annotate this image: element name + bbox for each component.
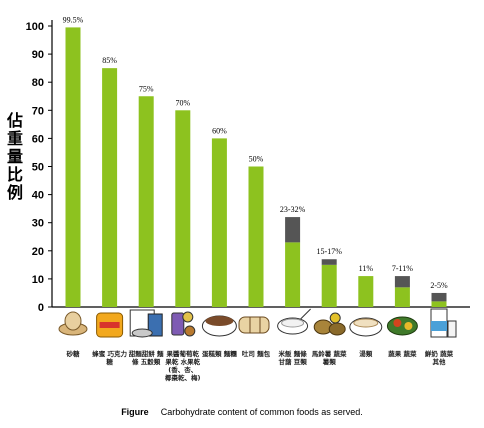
honey-icon [96, 312, 124, 338]
rice-icon [277, 308, 311, 335]
data-label-2: 85% [102, 56, 117, 65]
sugar-icon [58, 311, 88, 336]
category-label-2: 蜂蜜 巧克力糖 [92, 350, 127, 366]
bar-7 [285, 242, 301, 307]
bar-9 [358, 276, 374, 307]
bar-range-11 [431, 292, 447, 302]
bar-range-10 [394, 276, 410, 288]
category-label-6: 吐司 麵包 [241, 350, 271, 358]
category-label-3: 甜麵甜餅 麵條 五穀類 [128, 350, 164, 366]
data-label-6: 50% [249, 155, 264, 164]
figure-caption: Figure Carbohydrate content of common foo… [0, 407, 484, 417]
cake-icon [201, 315, 237, 337]
y-tick-label: 100 [26, 21, 44, 33]
data-label-4: 70% [175, 98, 190, 107]
y-tick-label: 0 [38, 302, 44, 314]
y-tick-label: 80 [32, 77, 44, 89]
y-tick-label: 60 [32, 133, 44, 145]
bar-range-8 [321, 259, 337, 265]
data-label-8: 15-17% [317, 247, 343, 256]
category-label-1: 砂糖 [66, 350, 80, 358]
soup-icon [349, 317, 383, 337]
data-label-5: 60% [212, 126, 227, 135]
bar-3 [138, 96, 154, 307]
y-tick-label: 40 [32, 190, 44, 202]
y-axis-label: 佔重量比例 [6, 111, 23, 202]
vegetables-icon [313, 312, 346, 336]
bar-5 [211, 138, 227, 307]
y-tick-label: 50 [32, 162, 44, 174]
data-label-10: 7-11% [392, 264, 413, 273]
y-tick-label: 90 [32, 49, 44, 61]
y-tick-label: 70 [32, 105, 44, 117]
bar-1 [65, 27, 81, 308]
bar-2 [102, 68, 118, 308]
category-label-7: 米飯 麵條 甘藷 豆類 [278, 350, 307, 366]
milk-icon [430, 308, 457, 338]
data-label-7: 23-32% [280, 205, 306, 214]
data-label-11: 2-5% [430, 281, 448, 290]
y-tick-label: 20 [32, 246, 44, 258]
bar-6 [248, 166, 264, 307]
caption-text: Carbohydrate content of common foods as … [160, 407, 363, 417]
cereal-icon [129, 309, 163, 338]
data-label-9: 11% [359, 264, 374, 273]
data-label-1: 99.5% [63, 15, 84, 24]
data-label-3: 75% [139, 84, 154, 93]
bread-icon [238, 316, 270, 334]
bar-4 [175, 110, 191, 307]
greens-icon [386, 316, 418, 336]
category-label-11: 鮮奶 蔬菜 其他 [424, 350, 454, 366]
category-label-9: 湯類 [359, 350, 373, 358]
category-label-5: 蛋糕類 麵糰 [202, 350, 237, 358]
category-label-10: 蔬果 蔬菜 [388, 350, 417, 358]
caption-figure-label: Figure [121, 407, 149, 417]
bar-range-7 [285, 217, 301, 243]
bar-11 [431, 301, 447, 307]
dried-fruit-icon [171, 311, 196, 337]
bar-10 [394, 287, 410, 307]
category-label-4: 果醬葡萄乾 果乾 水果乾 (香、杏、 椰棗乾、梅) [165, 350, 201, 382]
y-tick-label: 10 [32, 274, 44, 286]
category-label-8: 馬鈴薯 蔬菜 薯類 [311, 350, 347, 366]
y-tick-label: 30 [32, 218, 44, 230]
bar-8 [321, 264, 337, 307]
